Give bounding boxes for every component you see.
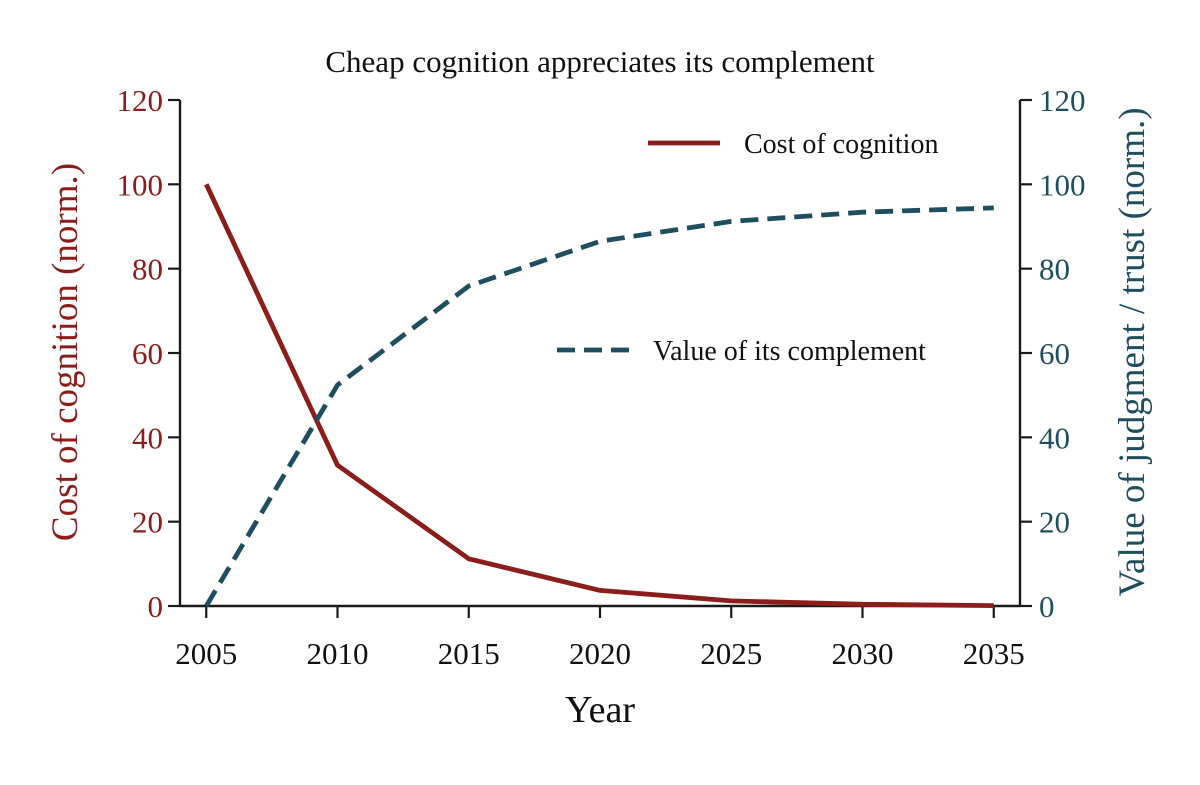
series-line-cost-of-cognition — [206, 184, 994, 605]
left-y-tick-label: 100 — [117, 167, 164, 202]
right-y-tick-label: 100 — [1039, 167, 1086, 202]
x-tick-label: 2020 — [569, 636, 631, 671]
legend-label: Cost of cognition — [744, 129, 938, 160]
left-y-tick-label: 120 — [117, 83, 164, 118]
left-y-tick-label: 20 — [132, 505, 163, 540]
right-y-tick-label: 40 — [1039, 420, 1070, 455]
ticks: 2005 2010 2015 2020 2025 2030 2035 0 20 40 60 80 100… — [117, 83, 1086, 671]
right-y-tick-label: 0 — [1039, 589, 1055, 624]
right-y-tick-label: 120 — [1039, 83, 1086, 118]
legend-label: Value of its complement — [653, 336, 926, 367]
legend: Cost of cognition Value of its complement — [557, 129, 938, 367]
right-y-tick-label: 80 — [1039, 252, 1070, 287]
left-y-tick-label: 40 — [132, 420, 163, 455]
series-lines — [206, 184, 994, 606]
chart-title: Cheap cognition appreciates its compleme… — [325, 44, 875, 79]
right-y-tick-label: 20 — [1039, 505, 1070, 540]
x-tick-label: 2035 — [963, 636, 1025, 671]
x-axis-label: Year — [565, 689, 635, 731]
right-y-axis-label: Value of judgment / trust (norm.) — [1112, 107, 1153, 596]
series-line-value-of-its-complement — [206, 208, 994, 606]
x-tick-label: 2015 — [438, 636, 500, 671]
left-y-tick-label: 60 — [132, 336, 163, 371]
left-y-tick-label: 0 — [148, 589, 164, 624]
left-y-tick-label: 80 — [132, 252, 163, 287]
right-y-tick-label: 60 — [1039, 336, 1070, 371]
x-tick-label: 2010 — [307, 636, 369, 671]
x-tick-label: 2025 — [700, 636, 762, 671]
left-y-axis-label: Cost of cognition (norm.) — [45, 163, 86, 541]
x-tick-label: 2005 — [175, 636, 237, 671]
x-tick-label: 2030 — [832, 636, 894, 671]
